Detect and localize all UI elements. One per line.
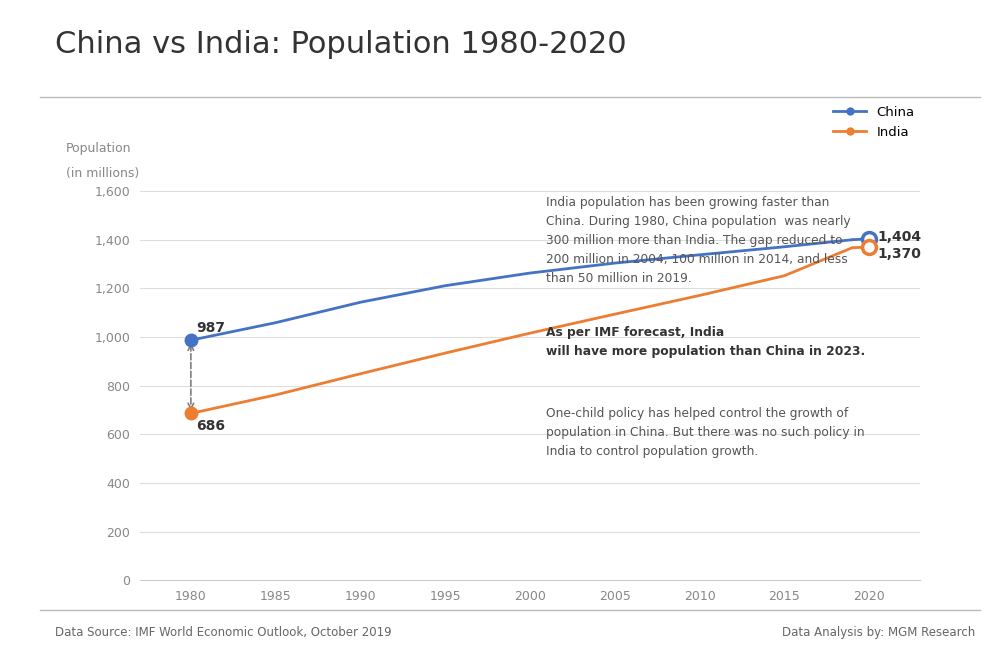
Text: One-child policy has helped control the growth of
population in China. But there: One-child policy has helped control the … xyxy=(546,407,864,458)
Text: 1,370: 1,370 xyxy=(878,247,921,261)
Text: Population: Population xyxy=(66,142,131,155)
Text: 686: 686 xyxy=(196,419,225,433)
Legend: China, India: China, India xyxy=(828,101,920,145)
Text: Data Analysis by: MGM Research: Data Analysis by: MGM Research xyxy=(782,626,975,639)
Text: Data Source: IMF World Economic Outlook, October 2019: Data Source: IMF World Economic Outlook,… xyxy=(55,626,392,639)
Text: 1,404: 1,404 xyxy=(878,230,922,244)
Text: India population has been growing faster than
China. During 1980, China populati: India population has been growing faster… xyxy=(546,195,850,285)
Text: 987: 987 xyxy=(196,321,225,335)
Text: (in millions): (in millions) xyxy=(66,167,139,179)
Text: China vs India: Population 1980-2020: China vs India: Population 1980-2020 xyxy=(55,30,627,59)
Text: As per IMF forecast, India
will have more population than China in 2023.: As per IMF forecast, India will have mor… xyxy=(546,326,865,358)
